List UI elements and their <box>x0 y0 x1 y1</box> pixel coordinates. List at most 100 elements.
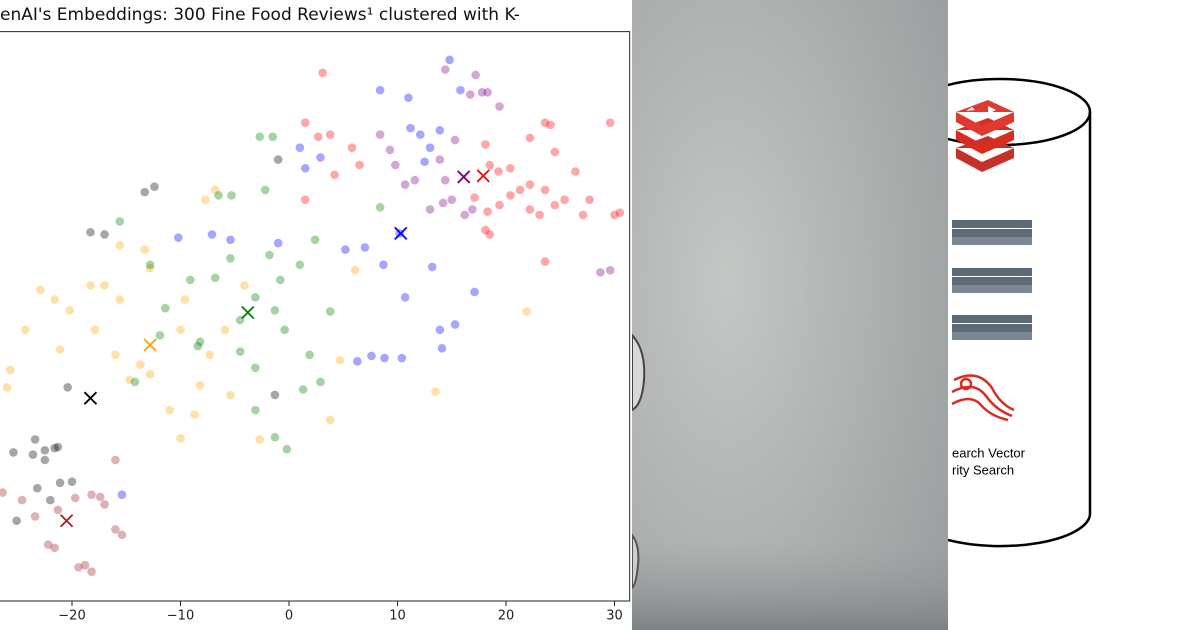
point <box>483 88 492 97</box>
point <box>435 125 445 135</box>
point <box>227 191 236 200</box>
chart-background <box>0 0 632 630</box>
point <box>201 195 210 205</box>
point <box>176 325 185 335</box>
point <box>111 455 120 465</box>
point <box>525 205 535 214</box>
point <box>40 445 50 455</box>
point <box>9 448 18 457</box>
x-tick-label: −20 <box>58 609 85 624</box>
point <box>560 195 569 205</box>
point <box>400 293 410 302</box>
point <box>214 191 223 200</box>
point <box>578 210 588 220</box>
centroid <box>143 338 157 352</box>
point <box>447 195 457 205</box>
point <box>36 285 45 295</box>
x-tick-label: 20 <box>498 609 515 624</box>
point <box>30 512 40 521</box>
point <box>375 130 385 139</box>
point <box>95 492 105 502</box>
point <box>470 193 479 202</box>
point <box>450 320 460 329</box>
point <box>540 118 550 128</box>
point <box>115 240 125 250</box>
point <box>28 450 38 459</box>
point <box>74 563 83 572</box>
point <box>240 281 249 290</box>
point <box>300 195 310 205</box>
point <box>115 295 125 304</box>
caption-line: earch Vector <box>952 445 1026 460</box>
photo <box>632 0 948 630</box>
point <box>325 130 335 139</box>
chart: enAI's Embeddings: 300 Fine Food Reviews… <box>0 0 632 630</box>
point <box>50 295 59 304</box>
point <box>406 123 415 133</box>
chart-title: enAI's Embeddings: 300 Fine Food Reviews… <box>0 5 520 25</box>
point <box>136 360 145 369</box>
point <box>176 434 185 443</box>
point <box>341 245 350 254</box>
point <box>410 175 420 185</box>
point <box>0 488 7 497</box>
search-icon <box>951 374 1015 422</box>
point <box>596 268 605 277</box>
point <box>300 118 310 128</box>
point <box>280 325 289 335</box>
point <box>440 175 450 185</box>
centroid <box>457 170 471 184</box>
point <box>190 410 199 419</box>
point <box>438 198 448 208</box>
diagram: earch Vector rity Search <box>948 0 1200 630</box>
point <box>155 330 165 340</box>
point <box>460 210 470 220</box>
point <box>270 390 280 400</box>
point <box>506 191 515 200</box>
point <box>535 210 544 220</box>
point <box>145 263 155 273</box>
point <box>605 118 615 128</box>
point <box>207 230 217 239</box>
point <box>210 185 220 195</box>
centroid <box>83 391 98 405</box>
point <box>165 405 174 415</box>
point <box>260 185 270 195</box>
point <box>437 343 447 353</box>
point <box>456 85 465 95</box>
point <box>435 325 445 335</box>
point <box>391 160 400 170</box>
point <box>140 245 150 254</box>
point <box>46 495 55 505</box>
point <box>397 353 407 363</box>
point <box>90 325 100 335</box>
point <box>193 341 203 351</box>
point <box>615 208 625 218</box>
point <box>481 225 490 235</box>
point <box>282 444 292 454</box>
point <box>50 443 59 453</box>
point <box>525 180 535 189</box>
point <box>21 325 30 335</box>
point <box>525 133 535 143</box>
centroid <box>241 305 255 320</box>
point <box>435 155 445 164</box>
point <box>431 387 440 396</box>
point <box>445 55 454 65</box>
point <box>318 68 327 78</box>
robot-leg <box>632 533 640 590</box>
point <box>610 210 619 220</box>
caption-line: rity Search <box>952 462 1014 477</box>
point <box>425 143 435 152</box>
point <box>70 493 80 503</box>
point <box>585 195 594 205</box>
point <box>125 375 134 385</box>
point <box>100 500 109 509</box>
point <box>316 153 325 162</box>
point <box>295 143 305 152</box>
point <box>325 415 335 425</box>
point <box>210 273 220 283</box>
point <box>314 132 323 142</box>
point <box>483 207 492 216</box>
